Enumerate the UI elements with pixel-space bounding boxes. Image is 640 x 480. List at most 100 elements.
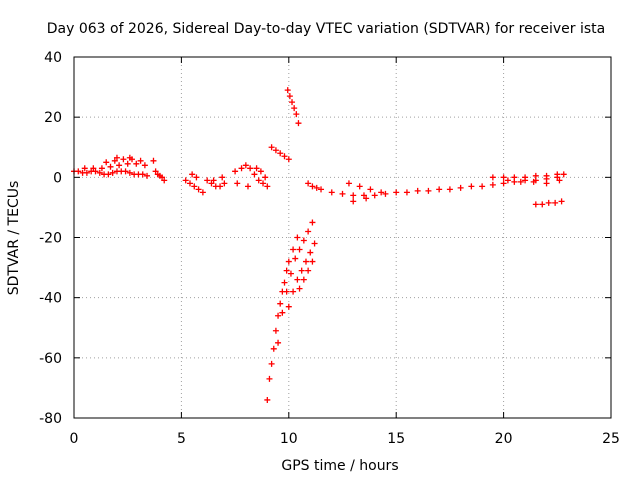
data-point [247,165,254,172]
data-point [382,190,389,197]
y-tick-label: 40 [44,50,62,66]
data-point [305,228,312,235]
data-point [468,183,475,190]
y-tick-label: 0 [53,170,62,186]
data-point [284,87,291,94]
data-point [204,177,211,184]
data-point [285,156,292,163]
data-point [137,157,144,164]
data-point [139,171,146,178]
data-point [309,219,316,226]
data-point [328,189,335,196]
series-cluster-11-12h [305,180,325,193]
data-point [268,144,275,151]
data-point [283,288,290,295]
series-cluster-0-3.5h [71,154,151,179]
data-point [75,168,82,175]
data-point [489,181,496,188]
data-point [150,157,157,164]
data-point [232,168,239,175]
data-point [264,183,271,190]
data-point [268,360,275,367]
data-point [275,339,282,346]
data-point [378,189,385,196]
data-point [290,246,297,253]
data-point [275,312,282,319]
data-point [286,93,293,100]
data-point [126,169,133,176]
data-point [189,171,196,178]
x-tick-label: 10 [280,431,298,447]
y-tick-label: -60 [39,351,62,367]
data-point [371,192,378,199]
data-point [272,147,279,154]
data-point [221,180,228,187]
data-point [350,192,357,199]
data-point [298,267,305,274]
data-point [234,180,241,187]
x-axis-label: GPS time / hours [281,458,398,474]
data-point [295,120,302,127]
data-point [290,288,297,295]
data-point [309,183,316,190]
data-point [122,168,129,175]
data-point [244,183,251,190]
data-point [300,237,307,244]
data-point [403,189,410,196]
y-tick-label: -40 [39,291,62,307]
y-tick-label: -80 [39,411,62,427]
data-point [294,276,301,283]
data-point [360,192,367,199]
data-point [107,163,114,170]
data-point [277,300,284,307]
data-point [116,162,123,169]
data-point [219,174,226,181]
data-point [251,171,258,178]
data-point [285,303,292,310]
data-point [92,168,99,175]
data-point [289,99,296,106]
series-cluster-5.2-7h [182,171,228,196]
data-point [113,154,120,161]
data-point [436,186,443,193]
data-point [283,267,290,274]
data-point [532,201,539,208]
data-point [457,184,464,191]
data-point [539,201,546,208]
data-point [208,180,215,187]
data-point [96,169,103,176]
data-point [292,255,299,262]
series-arc-10-11.5h [285,240,318,310]
data-point [272,327,279,334]
data-point [522,174,529,181]
data-point [109,169,116,176]
data-point [545,199,552,206]
data-point [191,183,198,190]
data-point [193,174,200,181]
data-point [260,180,267,187]
x-tick-label: 5 [177,431,186,447]
series-cluster-21.5-22.8h [532,198,565,208]
data-point [253,165,260,172]
x-tick-label: 0 [70,431,79,447]
data-point [291,105,298,112]
y-tick-label: 20 [44,110,62,126]
data-point [294,234,301,241]
data-point [281,153,288,160]
data-point [199,189,206,196]
y-axis-label: SDTVAR / TECUs [6,181,22,296]
data-point [98,165,105,172]
series-cluster-3.5-4.5h [150,157,168,184]
data-point [350,198,357,205]
data-point [311,240,318,247]
data-point [558,198,565,205]
data-point [242,162,249,169]
grid [74,57,611,418]
data-point [293,111,300,118]
data-point [305,180,312,187]
data-point [262,174,269,181]
data-point [307,249,314,256]
data-point [124,160,131,167]
data-points [71,87,567,403]
data-point [120,156,127,163]
